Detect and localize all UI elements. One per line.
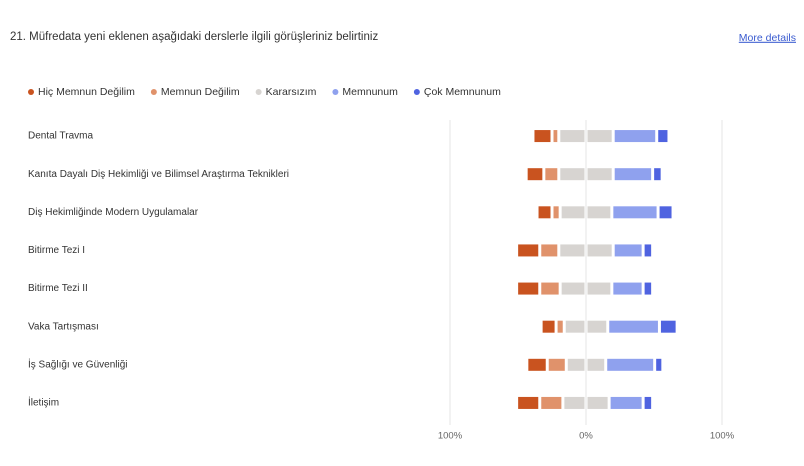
category-label: Bitirme Tezi II bbox=[28, 283, 88, 294]
bar-segment bbox=[607, 358, 654, 371]
bar-segment bbox=[610, 396, 642, 409]
bar-segment bbox=[658, 130, 668, 143]
category-label: Kanıta Dayalı Diş Hekimliği ve Bilimsel … bbox=[28, 169, 289, 180]
bar-segment bbox=[541, 282, 559, 295]
category-label: Diş Hekimliğinde Modern Uygulamalar bbox=[28, 207, 199, 218]
legend-label: Çok Memnunum bbox=[424, 86, 501, 98]
bar-segment bbox=[545, 168, 558, 181]
legend-swatch bbox=[150, 89, 157, 95]
bar-segment bbox=[614, 130, 656, 143]
category-label: İş Sağlığı ve Güvenliği bbox=[28, 357, 128, 370]
bar-segment bbox=[518, 282, 539, 295]
bar-segment bbox=[542, 320, 555, 333]
legend-label: Memnun Değilim bbox=[161, 86, 240, 98]
bar-segment bbox=[609, 320, 658, 333]
bar-segment bbox=[614, 168, 652, 181]
bar-segment bbox=[654, 168, 661, 181]
category-label: Dental Travma bbox=[28, 131, 93, 142]
bar-segment bbox=[518, 396, 539, 409]
bar-segment bbox=[656, 358, 662, 371]
more-details-link[interactable]: More details bbox=[739, 32, 796, 44]
bar-segment bbox=[518, 244, 539, 257]
bar-segment bbox=[553, 130, 558, 143]
x-tick-label: 0% bbox=[579, 431, 593, 442]
legend-swatch bbox=[332, 89, 339, 95]
legend-swatch bbox=[28, 89, 34, 95]
x-tick-label: 100% bbox=[710, 431, 735, 442]
bar-segment bbox=[527, 168, 543, 181]
category-label: Bitirme Tezi I bbox=[28, 245, 85, 256]
bar-segment bbox=[660, 320, 676, 333]
bar-segment bbox=[538, 206, 551, 219]
bar-segment bbox=[659, 206, 672, 219]
bar-segment bbox=[644, 244, 652, 257]
legend-swatch bbox=[413, 89, 420, 95]
legend-swatch bbox=[255, 89, 262, 95]
bar-segment bbox=[548, 358, 565, 371]
legend-label: Kararsızım bbox=[266, 86, 317, 98]
bar-segment bbox=[553, 206, 559, 219]
bar-segment bbox=[644, 282, 652, 295]
bar-segment bbox=[613, 282, 642, 295]
bar-segment bbox=[613, 206, 657, 219]
bar-segment bbox=[541, 244, 558, 257]
x-tick-label: 100% bbox=[438, 431, 463, 442]
category-label: İletişim bbox=[28, 396, 59, 409]
bar-segment bbox=[644, 396, 652, 409]
bar-segment bbox=[557, 320, 563, 333]
bar-segment bbox=[541, 396, 562, 409]
bar-segment bbox=[614, 244, 642, 257]
bar-segment bbox=[528, 358, 546, 371]
legend-label: Memnunum bbox=[342, 86, 398, 98]
category-label: Vaka Tartışması bbox=[28, 321, 99, 332]
bar-segment bbox=[534, 130, 551, 143]
chart-title: 21. Müfredata yeni eklenen aşağıdaki der… bbox=[10, 31, 378, 43]
legend-label: Hiç Memnun Değilim bbox=[38, 86, 135, 98]
